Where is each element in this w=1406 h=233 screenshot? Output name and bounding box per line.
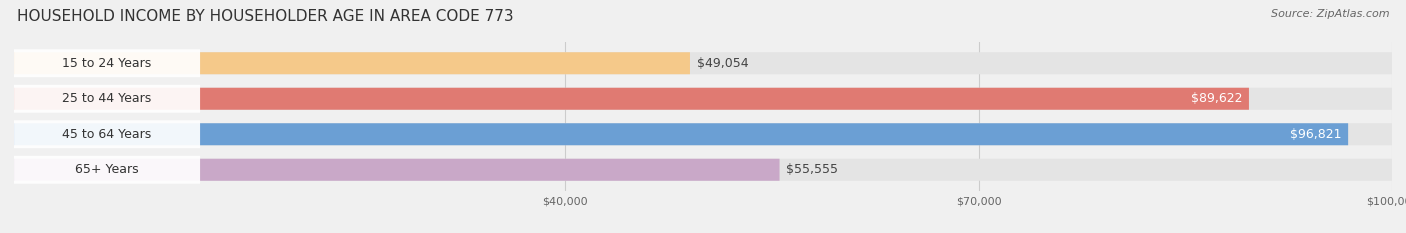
FancyBboxPatch shape	[14, 123, 1392, 145]
FancyBboxPatch shape	[14, 123, 1348, 145]
FancyBboxPatch shape	[14, 120, 200, 148]
FancyBboxPatch shape	[14, 156, 200, 184]
FancyBboxPatch shape	[14, 85, 200, 113]
Text: $96,821: $96,821	[1289, 128, 1341, 141]
FancyBboxPatch shape	[14, 88, 1392, 110]
FancyBboxPatch shape	[14, 159, 779, 181]
Text: $89,622: $89,622	[1191, 92, 1241, 105]
Text: Source: ZipAtlas.com: Source: ZipAtlas.com	[1271, 9, 1389, 19]
Text: 45 to 64 Years: 45 to 64 Years	[62, 128, 152, 141]
FancyBboxPatch shape	[14, 159, 1392, 181]
FancyBboxPatch shape	[14, 49, 200, 77]
Text: HOUSEHOLD INCOME BY HOUSEHOLDER AGE IN AREA CODE 773: HOUSEHOLD INCOME BY HOUSEHOLDER AGE IN A…	[17, 9, 513, 24]
Text: 65+ Years: 65+ Years	[76, 163, 139, 176]
Text: $55,555: $55,555	[786, 163, 838, 176]
Text: $49,054: $49,054	[697, 57, 748, 70]
FancyBboxPatch shape	[14, 88, 1249, 110]
FancyBboxPatch shape	[14, 52, 1392, 74]
Text: 15 to 24 Years: 15 to 24 Years	[62, 57, 152, 70]
Text: 25 to 44 Years: 25 to 44 Years	[62, 92, 152, 105]
FancyBboxPatch shape	[14, 52, 690, 74]
